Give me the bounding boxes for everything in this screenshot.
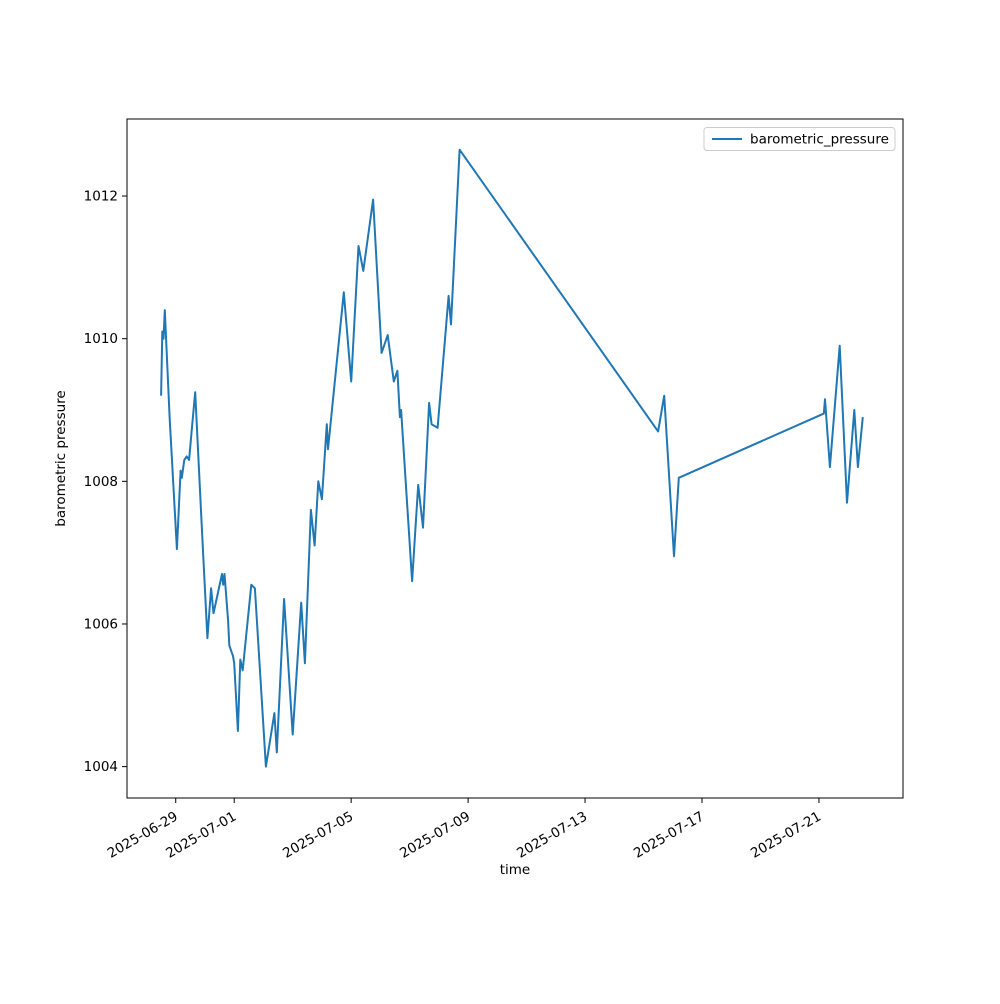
x-tick-label: 2025-07-13 [514,809,590,862]
legend: barometric_pressure [703,127,896,151]
x-axis-label: time [500,862,531,878]
y-axis-label: barometric pressure [53,390,69,526]
x-tick-label: 2025-07-09 [397,809,473,862]
plot-area [126,118,904,799]
y-tick-label: 1004 [84,759,118,775]
x-tick-label: 2025-07-05 [280,809,356,862]
y-tick-label: 1006 [84,616,118,632]
pressure-line-series [160,148,864,768]
x-tick-label: 2025-07-21 [748,809,824,862]
legend-label: barometric_pressure [750,132,889,148]
y-tick-label: 1010 [84,331,118,347]
x-tick-label: 2025-07-17 [631,809,707,862]
y-tick-label: 1008 [84,474,118,490]
y-axis-ticks: 1004 1006 1008 1010 1012 [84,189,127,775]
y-tick-label: 1012 [84,189,118,205]
legend-box [703,127,896,151]
